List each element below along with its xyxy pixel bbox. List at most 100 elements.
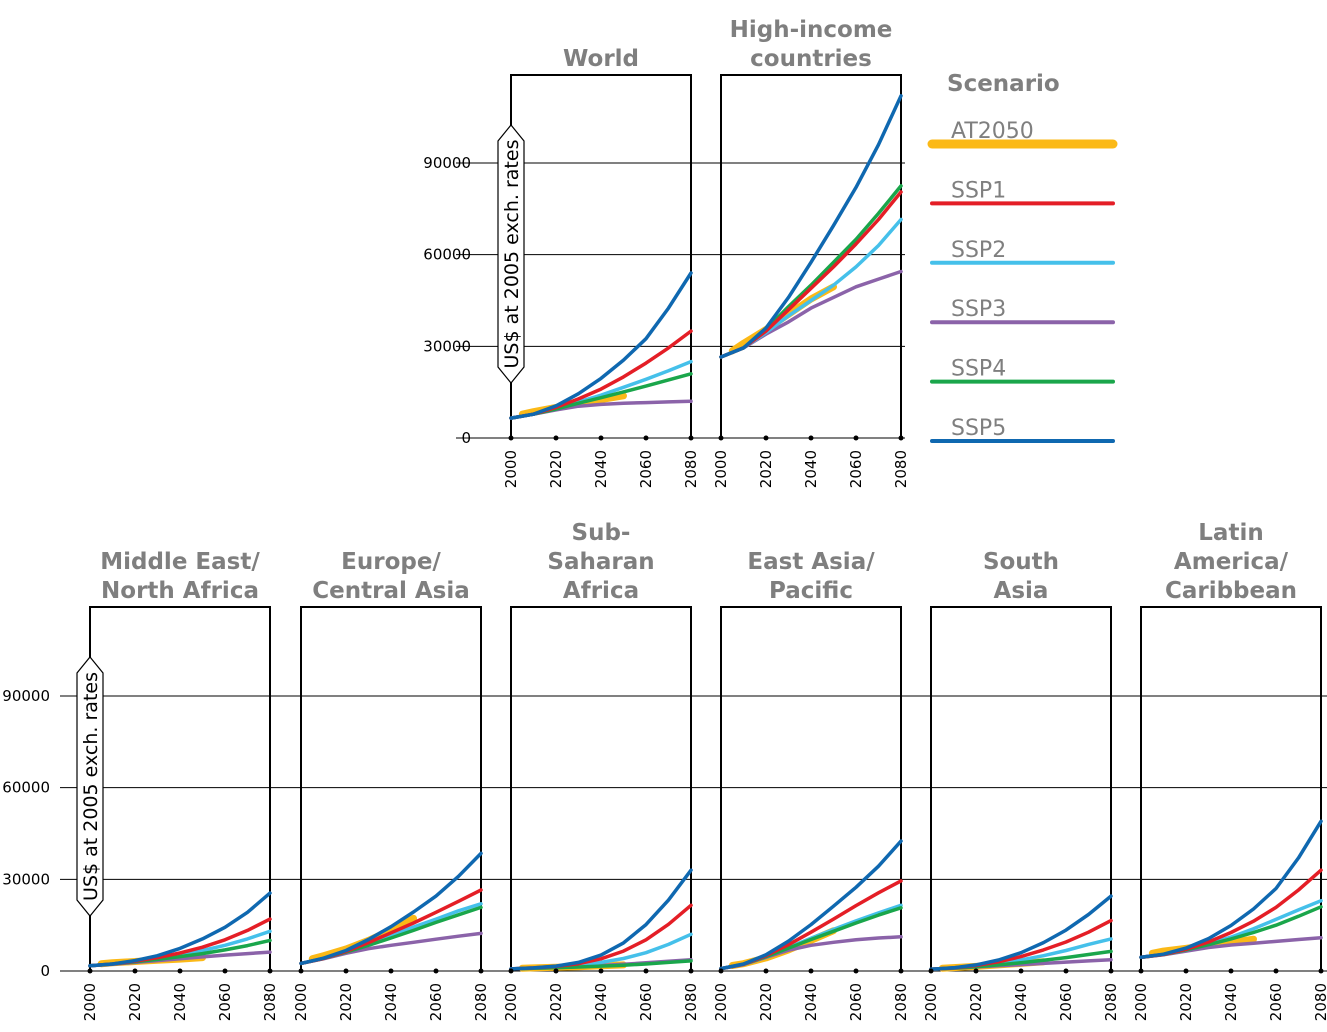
- x-tick-dot: [973, 968, 979, 974]
- y-tick-label: 60000: [2, 779, 50, 797]
- x-tick-label: 2000: [922, 983, 940, 1021]
- x-tick-label: 2040: [382, 983, 400, 1021]
- x-tick-label: 2020: [757, 450, 775, 488]
- panel-title: Africa: [563, 578, 639, 604]
- series-line-ssp5: [299, 851, 483, 966]
- x-tick-label: 2080: [261, 983, 279, 1021]
- x-tick-label: 2040: [592, 983, 610, 1021]
- x-tick-label: 2060: [637, 983, 655, 1021]
- x-tick-label: 2040: [802, 983, 820, 1021]
- x-tick-label: 2040: [1012, 983, 1030, 1021]
- panel-frame: [300, 606, 482, 971]
- x-tick-label: 2080: [472, 983, 490, 1021]
- x-tick-label: 2060: [1057, 983, 1075, 1021]
- panel-frame: [720, 606, 902, 971]
- x-tick-dot: [808, 435, 814, 441]
- x-tick-label: 2080: [682, 983, 700, 1021]
- x-tick-label: 2080: [682, 450, 700, 488]
- legend-title: Scenario: [947, 71, 1060, 97]
- x-tick-dot: [898, 435, 904, 441]
- x-tick-label: 2020: [757, 983, 775, 1021]
- legend-label-ssp5: SSP5: [951, 416, 1006, 441]
- x-tick-label: 2060: [637, 450, 655, 488]
- series-line-ssp5: [929, 894, 1113, 971]
- x-tick-label: 2080: [1312, 983, 1327, 1021]
- x-tick-label: 2020: [967, 983, 985, 1021]
- x-tick-dot: [598, 435, 604, 441]
- legend-label-ssp2: SSP2: [951, 238, 1006, 263]
- x-tick-dot: [853, 435, 859, 441]
- x-tick-dot: [898, 968, 904, 974]
- panel-frame: [930, 606, 1112, 971]
- panel: World 2000 2020 2040 2060 2080: [502, 46, 700, 488]
- x-tick-dot: [643, 435, 649, 441]
- x-tick-dot: [808, 968, 814, 974]
- panel-title: Pacific: [769, 578, 853, 604]
- y-axis-label-tag: [76, 656, 104, 917]
- panel-title: World: [563, 46, 639, 72]
- panel-title: High-income: [730, 17, 893, 43]
- x-tick-label: 2020: [337, 983, 355, 1021]
- y-axis-label-tag: [497, 124, 525, 384]
- series-line-ssp1: [509, 903, 693, 971]
- series-line-ssp5: [719, 94, 903, 359]
- x-tick-dot: [177, 968, 183, 974]
- panel-frame: [720, 74, 902, 438]
- y-axis-label: US$ at 2005 exch. rates: [501, 140, 523, 369]
- series-line-ssp5: [1139, 819, 1323, 960]
- x-tick-label: 2020: [126, 983, 144, 1021]
- panel: High-income countries 2000 2020 2040 2060 2080: [712, 17, 910, 488]
- panel: Europe/Central Asia 2000 2020 2040 2060 2080: [292, 549, 490, 1021]
- x-tick-dot: [763, 968, 769, 974]
- panel-title: Caribbean: [1165, 578, 1297, 604]
- x-tick-dot: [928, 968, 934, 974]
- x-tick-dot: [267, 968, 273, 974]
- panel: Sub- Saharan Africa 2000 2020 2040 2060 2080: [502, 520, 700, 1021]
- y-tick-label: 30000: [423, 337, 471, 355]
- y-tick-label: 90000: [2, 687, 50, 705]
- x-tick-dot: [1228, 968, 1234, 974]
- x-tick-dot: [1108, 968, 1114, 974]
- series-line-ssp5: [509, 271, 693, 420]
- x-tick-label: 2020: [1177, 983, 1195, 1021]
- x-tick-dot: [718, 435, 724, 441]
- panel: Middle East/North Africa 2000 2020 2040 2060…: [81, 549, 279, 1021]
- series-line-ssp5: [509, 868, 693, 971]
- panel-row-0: 0 30000 60000 90000 World 2000 2020 2040 2060 208…: [423, 17, 910, 488]
- x-tick-label: 2000: [502, 983, 520, 1021]
- panel-title: Sub-: [572, 520, 631, 546]
- legend-label-ssp1: SSP1: [951, 178, 1006, 203]
- x-tick-dot: [1063, 968, 1069, 974]
- x-tick-dot: [643, 968, 649, 974]
- x-tick-label: 2020: [547, 983, 565, 1021]
- x-tick-dot: [1138, 968, 1144, 974]
- panel-frame: [510, 606, 692, 971]
- legend: Scenario AT2050 SSP1 SSP2 SSP3 SSP4 SSP5: [927, 71, 1118, 443]
- panel-row-1: 0 30000 60000 90000 Middle East/North Africa…: [2, 520, 1327, 1021]
- x-tick-dot: [1183, 968, 1189, 974]
- series-line-ssp5: [719, 839, 903, 971]
- x-tick-dot: [763, 435, 769, 441]
- x-tick-dot: [1318, 968, 1324, 974]
- x-tick-label: 2080: [1102, 983, 1120, 1021]
- x-tick-dot: [853, 968, 859, 974]
- panel-frame: [1140, 606, 1322, 971]
- x-tick-label: 2080: [892, 450, 910, 488]
- x-tick-label: 2000: [712, 983, 730, 1021]
- x-tick-label: 2040: [802, 450, 820, 488]
- panel-title: East Asia/: [747, 549, 875, 575]
- x-tick-dot: [688, 968, 694, 974]
- x-tick-label: 2000: [502, 450, 520, 488]
- x-tick-label: 2060: [427, 983, 445, 1021]
- x-tick-label: 2000: [81, 983, 99, 1021]
- y-tick-label: 90000: [423, 154, 471, 172]
- x-tick-dot: [388, 968, 394, 974]
- panel-title: Latin: [1198, 520, 1263, 546]
- panel: South Asia 2000 2020 2040 2060 2080: [922, 549, 1120, 1021]
- x-tick-dot: [222, 968, 228, 974]
- panel-title: Asia: [994, 578, 1049, 604]
- x-tick-dot: [343, 968, 349, 974]
- x-tick-label: 2000: [292, 983, 310, 1021]
- x-tick-dot: [688, 435, 694, 441]
